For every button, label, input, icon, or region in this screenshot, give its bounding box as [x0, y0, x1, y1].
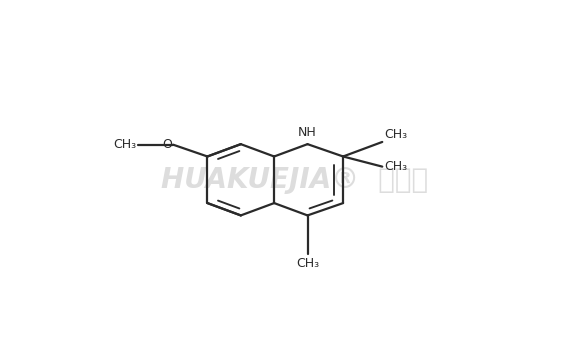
Text: CH₃: CH₃: [113, 138, 136, 151]
Text: CH₃: CH₃: [385, 127, 408, 141]
Text: CH₃: CH₃: [385, 160, 408, 173]
Text: NH: NH: [298, 126, 317, 139]
Text: CH₃: CH₃: [296, 257, 319, 269]
Text: O: O: [162, 138, 172, 151]
Text: HUAKUEJIA®  化学加: HUAKUEJIA® 化学加: [161, 166, 428, 194]
